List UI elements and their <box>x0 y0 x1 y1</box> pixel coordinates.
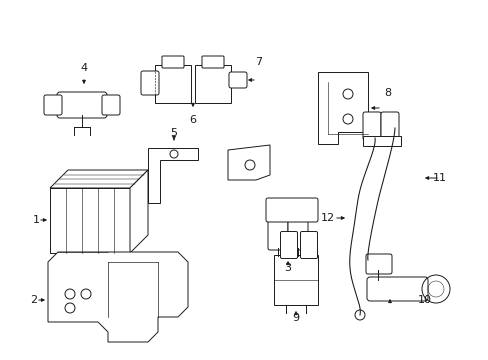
FancyBboxPatch shape <box>267 216 287 250</box>
FancyBboxPatch shape <box>50 188 130 253</box>
FancyBboxPatch shape <box>102 95 120 115</box>
Polygon shape <box>317 72 367 144</box>
Text: 6: 6 <box>189 115 196 125</box>
Text: 8: 8 <box>384 88 391 98</box>
Text: 1: 1 <box>32 215 40 225</box>
FancyBboxPatch shape <box>300 231 317 258</box>
Text: 7: 7 <box>255 57 262 67</box>
FancyBboxPatch shape <box>366 277 427 301</box>
FancyBboxPatch shape <box>280 231 297 258</box>
Text: 10: 10 <box>417 295 431 305</box>
FancyBboxPatch shape <box>228 72 246 88</box>
FancyBboxPatch shape <box>362 136 400 146</box>
FancyBboxPatch shape <box>265 198 317 222</box>
FancyBboxPatch shape <box>155 65 191 103</box>
Text: 2: 2 <box>30 295 38 305</box>
Text: 4: 4 <box>80 63 87 73</box>
Text: 12: 12 <box>320 213 334 223</box>
Text: 11: 11 <box>432 173 446 183</box>
Polygon shape <box>50 170 148 188</box>
Polygon shape <box>48 252 187 342</box>
FancyBboxPatch shape <box>273 255 317 305</box>
FancyBboxPatch shape <box>141 71 159 95</box>
Polygon shape <box>148 148 198 203</box>
FancyBboxPatch shape <box>57 92 107 118</box>
FancyBboxPatch shape <box>44 95 62 115</box>
FancyBboxPatch shape <box>362 112 380 140</box>
FancyBboxPatch shape <box>287 216 307 250</box>
Text: 9: 9 <box>292 313 299 323</box>
FancyBboxPatch shape <box>202 56 224 68</box>
Text: 5: 5 <box>170 128 177 138</box>
Text: 3: 3 <box>284 263 291 273</box>
Polygon shape <box>130 170 148 253</box>
FancyBboxPatch shape <box>195 65 230 103</box>
FancyBboxPatch shape <box>162 56 183 68</box>
Polygon shape <box>227 145 269 180</box>
FancyBboxPatch shape <box>365 254 391 274</box>
FancyBboxPatch shape <box>380 112 398 140</box>
